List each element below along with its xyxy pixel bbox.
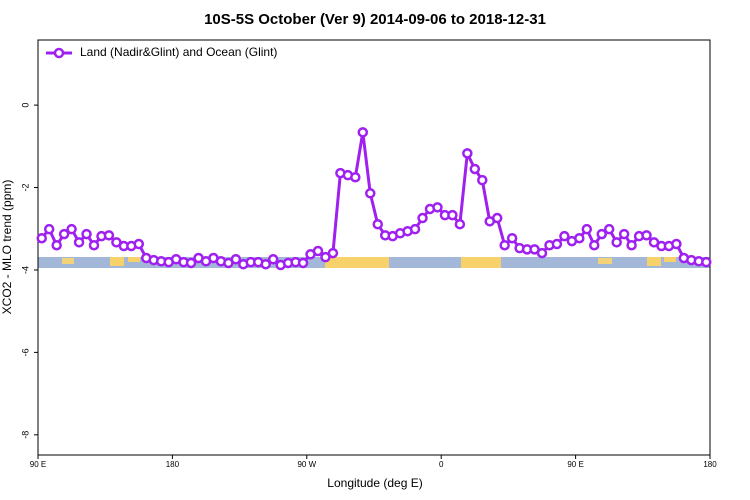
point	[66, 223, 77, 235]
point	[43, 223, 55, 235]
point	[320, 251, 331, 263]
point	[36, 232, 47, 244]
y-axis-label: XCO2 - MLO trend (ppm)	[0, 180, 14, 315]
point	[297, 257, 309, 269]
x-tick-label: 180	[703, 460, 717, 469]
point	[230, 253, 242, 265]
point	[267, 253, 279, 265]
point	[551, 238, 563, 250]
point	[312, 245, 324, 257]
point	[350, 171, 361, 183]
legend-item: Land (Nadir&Glint) and Ocean (Glint)	[46, 45, 277, 59]
chart-title: 10S-5S October (Ver 9) 2014-09-06 to 201…	[204, 11, 546, 28]
point	[611, 237, 622, 248]
point	[603, 223, 615, 235]
point	[73, 237, 85, 248]
x-tick-label: 90 E	[30, 460, 46, 469]
legend-label: Land (Nadir&Glint) and Ocean (Glint)	[80, 45, 277, 59]
legend-marker	[53, 47, 65, 59]
point	[103, 230, 115, 241]
point	[365, 188, 376, 199]
point	[701, 256, 712, 268]
point	[447, 209, 458, 221]
point	[357, 127, 369, 138]
y-tick-label: 0	[20, 103, 30, 108]
point	[133, 238, 145, 250]
point	[260, 258, 271, 270]
point	[641, 230, 652, 241]
point	[372, 218, 383, 230]
y-tick-label: -4	[20, 266, 30, 274]
point	[618, 228, 630, 240]
y-tick-label: -8	[20, 431, 30, 439]
point	[499, 239, 510, 251]
point	[432, 202, 443, 213]
y-tick-label: -6	[20, 348, 30, 356]
point	[581, 223, 593, 235]
map-strip	[38, 257, 710, 268]
point	[327, 247, 339, 259]
point	[51, 239, 62, 251]
point	[81, 228, 92, 240]
plot-frame	[37, 39, 711, 456]
point	[417, 212, 428, 224]
point	[589, 239, 600, 251]
point	[58, 228, 70, 240]
point	[506, 232, 518, 244]
point	[88, 239, 100, 251]
point	[491, 212, 503, 224]
point	[409, 223, 421, 235]
point	[477, 174, 488, 186]
y-tick-label: -2	[20, 184, 30, 192]
point	[626, 239, 637, 251]
x-tick-label: 90 E	[567, 460, 583, 469]
point	[185, 257, 197, 269]
point	[469, 163, 481, 175]
x-axis-label: Longitude (deg E)	[327, 476, 422, 490]
point	[559, 230, 570, 242]
point	[454, 218, 466, 230]
point	[462, 148, 473, 159]
x-tick-label: 0	[439, 460, 444, 469]
point	[574, 232, 585, 244]
point	[536, 247, 548, 259]
x-tick-label: 90 W	[297, 460, 316, 469]
point	[671, 238, 682, 250]
x-tick-label: 180	[166, 460, 180, 469]
point	[596, 228, 607, 240]
